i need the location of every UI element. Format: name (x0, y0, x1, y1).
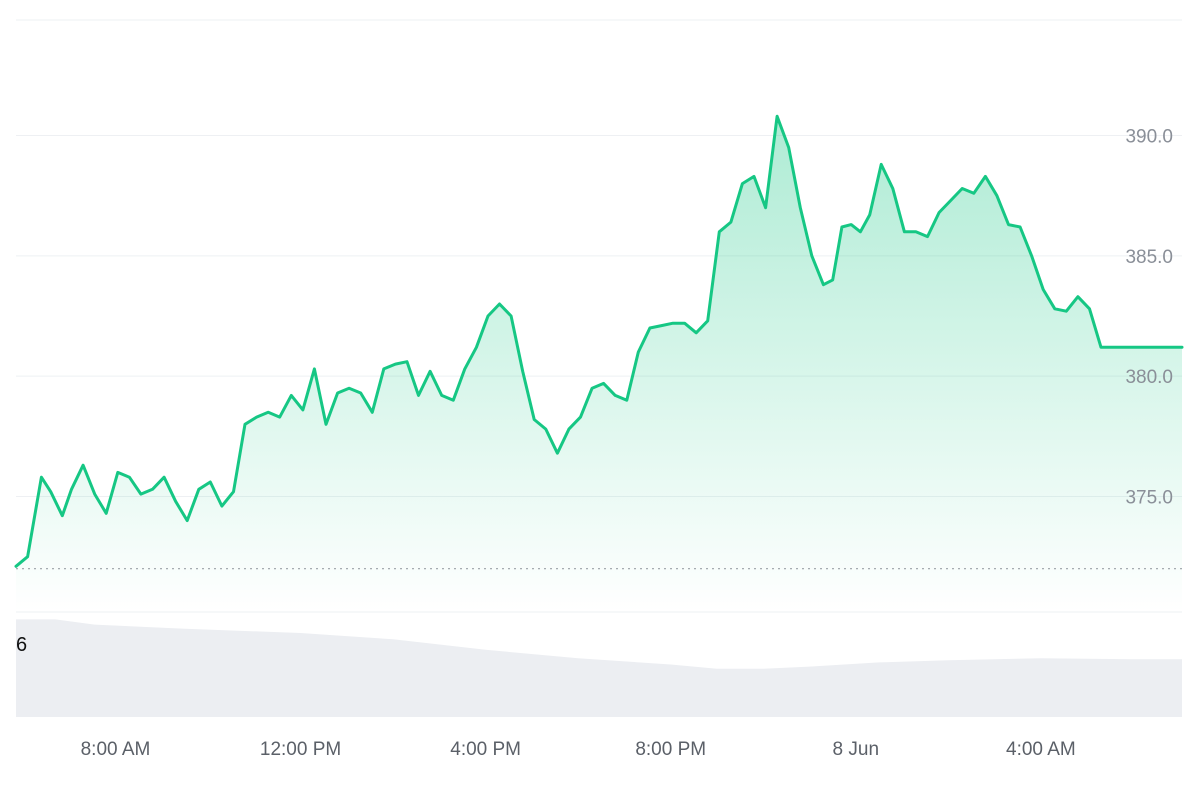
y-tick-label: 390.0 (1125, 127, 1173, 148)
price-line (14, 114, 1184, 568)
x-tick-label: 8 Jun (833, 739, 879, 760)
price-area-fill (16, 116, 1182, 613)
x-axis-ticks: 8:00 AM 12:00 PM 4:00 PM 8:00 PM 8 Jun 4:00 A… (81, 739, 1076, 760)
volume-area-path (16, 619, 1182, 717)
y-tick-label: 380.0 (1125, 367, 1173, 388)
x-tick-label: 4:00 PM (450, 739, 521, 760)
x-tick-label: 4:00 AM (1006, 739, 1076, 760)
x-tick-label: 8:00 PM (635, 739, 706, 760)
volume-label: 6 (16, 634, 27, 656)
price-area-path (16, 116, 1182, 613)
y-tick-label: 375.0 (1125, 487, 1173, 508)
volume-area (16, 619, 1182, 717)
x-tick-label: 12:00 PM (260, 739, 341, 760)
price-line-path (14, 114, 1184, 568)
y-tick-label: 385.0 (1125, 247, 1173, 268)
y-axis-ticks: 375.0 380.0 385.0 390.0 (1125, 127, 1173, 509)
x-tick-label: 8:00 AM (81, 739, 151, 760)
